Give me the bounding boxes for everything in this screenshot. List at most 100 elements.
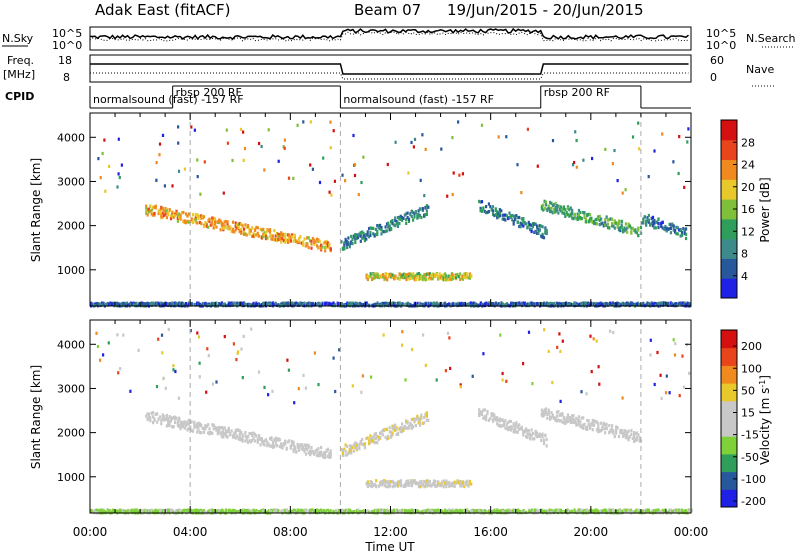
- scatter-cell: [285, 238, 288, 243]
- scatter-cell: [375, 479, 378, 483]
- scatter-cell: [154, 303, 157, 307]
- scatter-cell: [280, 232, 283, 236]
- scatter-cell: [468, 301, 471, 305]
- scatter-cell: [207, 218, 210, 223]
- scatter-cell: [277, 303, 280, 307]
- y-tick-label: 4000: [57, 338, 85, 351]
- scatter-cell: [623, 227, 626, 231]
- scatter-cell: [117, 137, 120, 141]
- scatter-cell: [208, 217, 211, 221]
- scatter-cell: [660, 510, 663, 514]
- scatter-cell: [242, 232, 246, 236]
- scatter-cell: [658, 301, 661, 306]
- scatter-cell: [381, 429, 384, 433]
- scatter-cell: [494, 301, 498, 305]
- scatter-cell: [260, 228, 263, 232]
- scatter-cell: [600, 421, 603, 425]
- scatter-cell: [362, 442, 365, 447]
- scatter-cell: [292, 440, 295, 445]
- scatter-cell: [558, 508, 561, 512]
- scatter-cell: [244, 508, 247, 513]
- scatter-cell: [594, 218, 597, 222]
- scatter-cell: [555, 414, 559, 418]
- scatter-cell: [426, 508, 429, 512]
- scatter-cell: [275, 510, 279, 514]
- scatter-cell: [398, 427, 401, 431]
- scatter-cell: [226, 225, 229, 229]
- scatter-cell: [326, 244, 330, 248]
- scatter-cell: [420, 215, 423, 220]
- scatter-cell: [421, 421, 424, 425]
- scatter-cell: [207, 423, 210, 427]
- scatter-cell: [168, 421, 171, 426]
- scatter-cell: [419, 301, 422, 305]
- scatter-cell: [434, 274, 437, 279]
- scatter-cell: [329, 452, 332, 456]
- scatter-cell: [584, 301, 587, 305]
- scatter-cell: [218, 221, 221, 225]
- scatter-cell: [407, 425, 411, 429]
- scatter-cell: [354, 301, 357, 305]
- scatter-cell: [239, 127, 243, 131]
- scatter-cell: [169, 419, 173, 423]
- scatter-cell: [225, 303, 228, 307]
- scatter-cell: [253, 439, 257, 443]
- scatter-cell: [230, 302, 233, 306]
- scatter-cell: [515, 421, 518, 425]
- scatter-cell: [143, 302, 146, 306]
- scatter-cell: [479, 412, 482, 416]
- scatter-cell: [208, 510, 211, 514]
- scatter-cell: [255, 302, 258, 306]
- scatter-cell: [376, 434, 379, 439]
- scatter-cell: [459, 383, 462, 387]
- scatter-cell: [382, 275, 385, 279]
- scatter-cell: [514, 428, 517, 432]
- scatter-cell: [626, 226, 629, 230]
- scatter-cell: [354, 441, 357, 445]
- power-colorbar-label: Power [dB]: [758, 177, 772, 242]
- scatter-cell: [573, 510, 576, 514]
- scatter-cell: [240, 222, 243, 226]
- scatter-cell: [605, 223, 608, 227]
- scatter-cell: [494, 416, 497, 420]
- scatter-cell: [420, 417, 423, 421]
- scatter-cell: [547, 349, 550, 353]
- scatter-cell: [667, 227, 670, 231]
- scatter-cell: [178, 424, 181, 429]
- scatter-cell: [165, 209, 168, 213]
- scatter-cell: [382, 481, 385, 485]
- scatter-cell: [479, 301, 482, 305]
- scatter-cell: [317, 246, 320, 250]
- scatter-cell: [675, 302, 678, 306]
- scatter-cell: [537, 434, 540, 438]
- scatter-cell: [542, 438, 546, 442]
- scatter-cell: [664, 391, 668, 395]
- scatter-cell: [328, 242, 331, 247]
- scatter-cell: [573, 419, 576, 423]
- scatter-cell: [586, 427, 589, 431]
- scatter-cell: [180, 301, 184, 305]
- scatter-cell: [638, 302, 641, 307]
- scatter-cell: [541, 432, 544, 436]
- scatter-cell: [633, 435, 636, 439]
- scatter-cell: [490, 208, 493, 212]
- scatter-cell: [185, 221, 188, 225]
- scatter-cell: [263, 301, 266, 305]
- scatter-cell: [537, 510, 540, 514]
- colorbar-tick-label: 200: [741, 340, 762, 353]
- scatter-cell: [146, 207, 149, 212]
- scatter-cell: [631, 301, 634, 305]
- scatter-cell: [187, 427, 190, 431]
- scatter-cell: [417, 421, 420, 425]
- scatter-cell: [540, 438, 543, 442]
- scatter-cell: [248, 227, 251, 231]
- scatter-cell: [233, 230, 236, 234]
- scatter-cell: [145, 209, 148, 213]
- scatter-cell: [264, 302, 268, 306]
- scatter-cell: [471, 509, 474, 513]
- scatter-cell: [285, 446, 288, 450]
- scatter-cell: [571, 208, 574, 212]
- scatter-cell: [498, 208, 501, 212]
- x-tick-label: 08:00: [273, 525, 308, 539]
- scatter-cell: [196, 221, 199, 225]
